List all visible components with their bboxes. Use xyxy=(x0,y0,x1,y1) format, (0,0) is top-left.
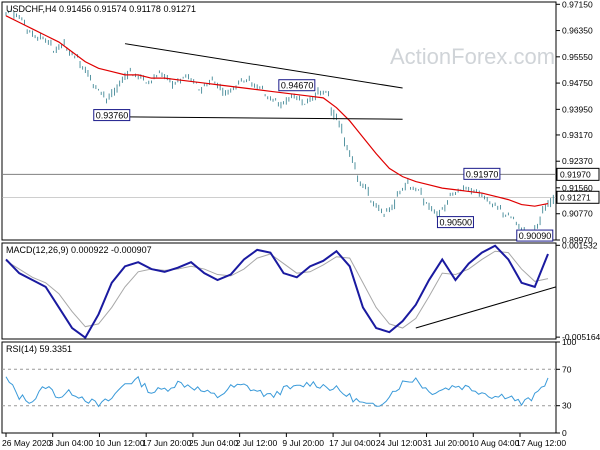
y-tick-label: 0.94750 xyxy=(562,78,593,88)
price-annotation: 0.90500 xyxy=(439,218,472,228)
macd-line xyxy=(5,244,549,340)
y-tick-label: 0.93170 xyxy=(562,130,593,140)
price-annotation-box xyxy=(436,216,474,229)
current-price-label: 0.91271 xyxy=(560,192,591,202)
panel-frame-3 xyxy=(1,341,557,434)
x-tick-label: 17 Aug 12:00 xyxy=(516,438,566,448)
x-tick-label: 2 Jul 12:00 xyxy=(236,438,278,448)
hline-price-box xyxy=(556,167,600,181)
price-annotation: 0.91970 xyxy=(466,169,499,179)
x-tick-label: 31 Jul 20:00 xyxy=(423,438,470,448)
panel-frame-2 xyxy=(1,242,557,340)
watermark: ActionForex.com xyxy=(390,44,555,69)
macd-signal-line xyxy=(5,250,549,329)
macd-title: MACD(12,26,9) 0.000922 -0.000907 xyxy=(6,245,152,255)
rsi-y-tick-label: 100 xyxy=(562,337,576,347)
macd-trendline xyxy=(415,286,557,329)
y-tick-label: 0.97150 xyxy=(562,0,593,9)
y-tick-label: 0.95550 xyxy=(562,52,593,62)
y-tick-label: 0.93950 xyxy=(562,104,593,114)
price-annotation-box xyxy=(463,167,501,180)
price-annotation-box xyxy=(93,109,131,122)
chart-header: USDCHF,H4 0.91456 0.91574 0.91178 0.9127… xyxy=(6,4,196,14)
x-tick-label: 10 Aug 04:00 xyxy=(469,438,519,448)
hline-price-label: 0.91970 xyxy=(560,169,591,179)
x-tick-label: 26 May 2020 xyxy=(2,438,51,448)
moving-average-line xyxy=(5,15,549,207)
x-tick-label: 10 Jun 12:00 xyxy=(95,438,144,448)
x-tick-label: 3 Jun 04:00 xyxy=(49,438,94,448)
rsi-y-tick-label: 30 xyxy=(562,401,572,411)
price-annotation: 0.93760 xyxy=(96,111,129,121)
rsi-title: RSI(14) 59.3351 xyxy=(6,344,72,354)
trendline-1 xyxy=(124,43,403,89)
macd-y-tick-label: 0.001532 xyxy=(562,240,598,250)
trendline-2 xyxy=(124,116,403,120)
y-tick-label: 0.90770 xyxy=(562,209,593,219)
price-annotation: 0.94670 xyxy=(281,81,314,91)
macd-y-tick-label: -0.005164 xyxy=(562,332,600,342)
rsi-line xyxy=(5,375,549,408)
current-price-box xyxy=(556,190,600,204)
rsi-y-tick-label: 0 xyxy=(562,428,567,438)
price-annotation-box xyxy=(516,229,554,242)
x-tick-label: 25 Jun 04:00 xyxy=(189,438,238,448)
x-tick-label: 9 Jul 20:00 xyxy=(282,438,324,448)
price-annotation: 0.90090 xyxy=(519,231,552,241)
rsi-y-tick-label: 70 xyxy=(562,364,572,374)
panel-frame-1 xyxy=(1,1,557,241)
x-tick-label: 17 Jun 20:00 xyxy=(142,438,191,448)
x-tick-label: 17 Jul 04:00 xyxy=(329,438,376,448)
y-tick-label: 0.89970 xyxy=(562,235,593,245)
y-tick-label: 0.91560 xyxy=(562,183,593,193)
x-tick-label: 24 Jul 12:00 xyxy=(376,438,423,448)
y-tick-label: 0.92370 xyxy=(562,156,593,166)
price-annotation-box xyxy=(278,79,316,92)
y-tick-label: 0.96350 xyxy=(562,26,593,36)
